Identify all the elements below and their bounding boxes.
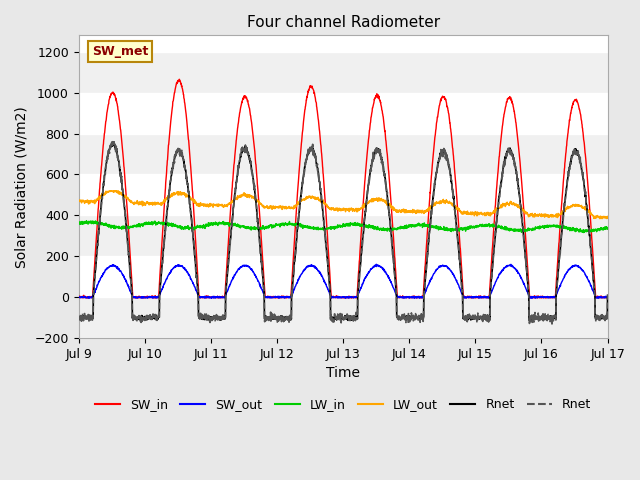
LW_in xyxy=(580,229,588,235)
Bar xyxy=(79,52,607,93)
LW_out xyxy=(596,216,604,222)
Rnet xyxy=(596,314,604,320)
SW_in xyxy=(77,295,85,300)
SW_out xyxy=(532,293,540,299)
Rnet xyxy=(525,318,533,324)
Rnet xyxy=(532,313,540,319)
Bar xyxy=(79,175,607,216)
Rnet xyxy=(108,139,116,145)
Rnet xyxy=(242,145,250,151)
LW_in xyxy=(604,225,611,231)
Rnet xyxy=(375,148,383,154)
Rnet xyxy=(128,289,136,295)
LW_out xyxy=(242,192,250,198)
LW_out xyxy=(375,196,383,202)
SW_in xyxy=(532,294,540,300)
Y-axis label: Solar Radiation (W/m2): Solar Radiation (W/m2) xyxy=(15,106,29,268)
Bar xyxy=(79,297,607,338)
SW_out xyxy=(596,294,604,300)
Rnet xyxy=(75,314,83,320)
SW_out xyxy=(242,263,250,269)
Legend: SW_in, SW_out, LW_in, LW_out, Rnet, Rnet: SW_in, SW_out, LW_in, LW_out, Rnet, Rnet xyxy=(90,393,596,416)
Rnet xyxy=(242,143,250,149)
LW_out xyxy=(596,214,604,219)
Line: Rnet: Rnet xyxy=(79,142,607,324)
SW_in xyxy=(502,99,510,105)
LW_in xyxy=(596,226,604,232)
SW_in xyxy=(175,76,183,82)
LW_out xyxy=(75,197,83,203)
SW_in xyxy=(242,95,250,101)
LW_out xyxy=(604,214,611,219)
Bar xyxy=(79,93,607,133)
Title: Four channel Radiometer: Four channel Radiometer xyxy=(246,15,440,30)
Rnet xyxy=(502,150,510,156)
Rnet xyxy=(596,317,604,323)
X-axis label: Time: Time xyxy=(326,367,360,381)
Rnet xyxy=(75,315,83,321)
SW_in xyxy=(596,295,604,300)
Rnet xyxy=(128,289,136,295)
SW_out xyxy=(375,264,383,269)
LW_in xyxy=(242,224,250,230)
Line: SW_out: SW_out xyxy=(79,264,607,298)
Rnet xyxy=(548,321,556,327)
LW_in xyxy=(502,227,510,232)
Bar xyxy=(79,216,607,256)
SW_out xyxy=(83,295,90,301)
Line: Rnet: Rnet xyxy=(79,142,607,321)
LW_out xyxy=(106,188,114,194)
LW_in xyxy=(532,225,540,230)
SW_out xyxy=(75,295,83,300)
SW_in xyxy=(75,295,83,300)
SW_out xyxy=(128,291,136,297)
Bar xyxy=(79,133,607,175)
Rnet xyxy=(375,147,383,153)
Rnet xyxy=(604,291,611,297)
SW_out xyxy=(604,294,611,300)
Line: SW_in: SW_in xyxy=(79,79,607,298)
LW_in xyxy=(75,221,83,227)
Rnet xyxy=(109,139,116,144)
LW_out xyxy=(502,200,510,206)
SW_in xyxy=(128,277,136,283)
Rnet xyxy=(502,152,510,157)
Line: LW_out: LW_out xyxy=(79,191,607,219)
Text: SW_met: SW_met xyxy=(92,45,148,58)
Line: LW_in: LW_in xyxy=(79,221,607,232)
SW_out xyxy=(502,264,510,270)
SW_in xyxy=(375,94,383,99)
Rnet xyxy=(604,294,611,300)
LW_in xyxy=(128,224,136,230)
LW_out xyxy=(128,200,136,205)
LW_out xyxy=(532,213,540,218)
Rnet xyxy=(532,314,540,320)
Bar xyxy=(79,256,607,297)
LW_in xyxy=(375,226,383,231)
SW_out xyxy=(372,262,380,267)
LW_in xyxy=(83,218,90,224)
SW_in xyxy=(604,294,611,300)
